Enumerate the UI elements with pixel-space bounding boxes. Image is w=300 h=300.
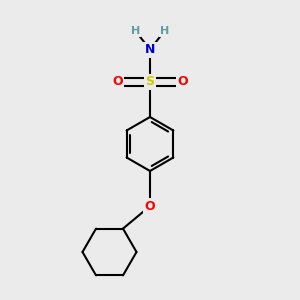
Text: O: O bbox=[112, 75, 123, 88]
Text: O: O bbox=[177, 75, 188, 88]
Text: H: H bbox=[160, 26, 170, 36]
Text: S: S bbox=[146, 75, 154, 88]
Text: H: H bbox=[130, 26, 140, 36]
Text: O: O bbox=[145, 200, 155, 213]
Text: N: N bbox=[145, 43, 155, 56]
